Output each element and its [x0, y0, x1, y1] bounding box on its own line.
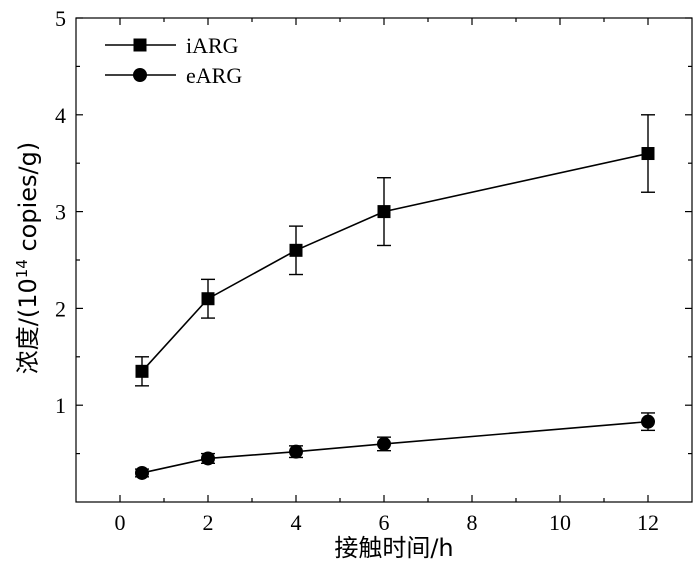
axes [75, 17, 693, 503]
series-eARG [135, 412, 655, 480]
x-tick-label: 2 [203, 510, 214, 535]
y-tick-label: 4 [55, 103, 66, 128]
legend-label: iARG [186, 33, 239, 58]
data-point-iARG [377, 205, 391, 219]
legend-marker-iARG [133, 38, 147, 52]
legend-item-eARG: eARG [105, 63, 242, 88]
data-point-eARG [377, 436, 391, 451]
y-tick-label: 2 [55, 296, 66, 321]
data-point-eARG [641, 414, 655, 429]
legend: iARG eARG [105, 33, 242, 88]
data-point-iARG [135, 364, 149, 378]
y-tick-label: 3 [55, 200, 66, 225]
x-tick-label: 10 [549, 510, 571, 535]
data-point-iARG [201, 292, 215, 306]
series-line-iARG [141, 152, 649, 372]
y-axis-title-suffix: copies/g) [14, 142, 42, 259]
x-tick-label: 4 [291, 510, 302, 535]
y-axis-title: 浓度/(1014 copies/g) [13, 142, 42, 374]
legend-item-iARG: iARG [105, 33, 239, 58]
legend-label: eARG [186, 63, 242, 88]
x-tick-label: 12 [637, 510, 659, 535]
data-point-eARG [135, 465, 149, 480]
series-iARG [135, 114, 655, 387]
y-tick-label: 1 [55, 393, 66, 418]
data-point-iARG [289, 243, 303, 257]
legend-marker-eARG [133, 68, 147, 82]
data-point-eARG [289, 444, 303, 459]
series-line-eARG [141, 420, 649, 474]
x-axis-title: 接触时间/h [334, 534, 453, 562]
y-axis-title-prefix: 浓度/(10 [14, 278, 42, 374]
x-tick-label: 8 [467, 510, 478, 535]
data-point-iARG [641, 147, 655, 161]
y-tick-label: 5 [55, 6, 66, 31]
plot-frame [75, 17, 693, 503]
x-tick-label: 6 [379, 510, 390, 535]
y-axis-title-sup: 14 [13, 259, 31, 278]
data-point-eARG [201, 451, 215, 466]
x-tick-label: 0 [115, 510, 126, 535]
series-layer [135, 114, 655, 480]
